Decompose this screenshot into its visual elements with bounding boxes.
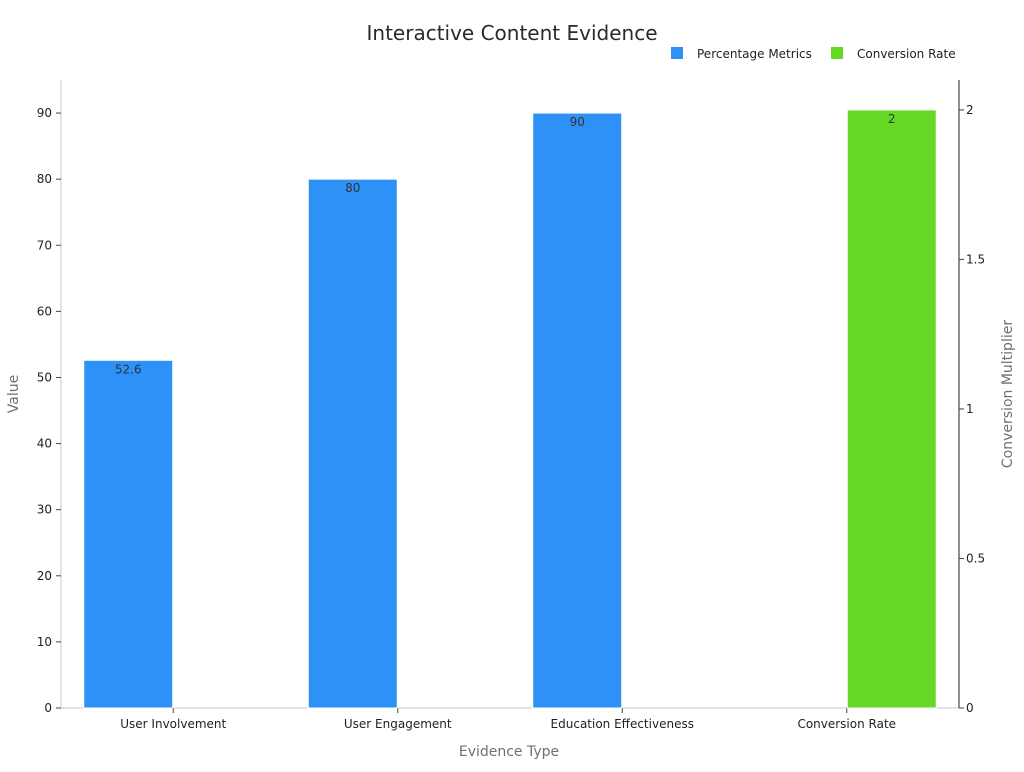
x-axis-title: Evidence Type (459, 744, 559, 760)
bar-conversion-rate-conversion-rate (846, 109, 937, 709)
y-tick-label: 40 (37, 437, 52, 451)
y-tick-label: 50 (37, 370, 52, 384)
bar-percentage-metrics-user-involvement (83, 359, 174, 709)
legend-label-percentage-metrics: Percentage Metrics (697, 47, 812, 61)
y2-tick-label: 1 (966, 402, 974, 416)
y-tick-label: 20 (37, 569, 52, 583)
y2-tick-label: 2 (966, 103, 974, 117)
data-labels: 52.6 80 90 2 (115, 112, 896, 376)
tick-labels: 0 10 20 30 40 50 60 70 80 90 0 0.5 1 1.5 2 User Involve… (37, 103, 985, 731)
axes (56, 80, 964, 713)
y2-tick-label: 0 (966, 701, 974, 715)
y-tick-label: 30 (37, 503, 52, 517)
legend-swatch-percentage-metrics (671, 47, 683, 59)
data-label-percentage-metrics-education-effectiveness: 90 (570, 115, 585, 129)
data-label-percentage-metrics-user-involvement: 52.6 (115, 362, 142, 376)
bars (83, 109, 937, 709)
legend-swatch-conversion-rate (831, 47, 843, 59)
bar-percentage-metrics-user-engagement (307, 178, 398, 709)
x-tick-label: Conversion Rate (797, 717, 896, 731)
x-tick-label: User Involvement (120, 717, 226, 731)
y-axis-title: Value (6, 375, 22, 413)
x-tick-label: User Engagement (344, 717, 452, 731)
x-tick-label: Education Effectiveness (551, 717, 694, 731)
y2-tick-label: 0.5 (966, 551, 985, 565)
y2-tick-label: 1.5 (966, 252, 985, 266)
y-tick-label: 80 (37, 172, 52, 186)
y2-axis-title: Conversion Multiplier (1000, 320, 1016, 468)
y-tick-label: 10 (37, 635, 52, 649)
y-tick-label: 0 (44, 701, 52, 715)
legend-label-conversion-rate: Conversion Rate (857, 47, 956, 61)
legend: Percentage Metrics Conversion Rate (671, 47, 956, 61)
data-label-percentage-metrics-user-engagement: 80 (345, 181, 360, 195)
y-tick-label: 60 (37, 304, 52, 318)
y-tick-label: 70 (37, 238, 52, 252)
bar-percentage-metrics-education-effectiveness (532, 112, 623, 709)
y-tick-label: 90 (37, 106, 52, 120)
data-label-conversion-rate-conversion-rate: 2 (888, 112, 896, 126)
chart-title: Interactive Content Evidence (367, 21, 658, 45)
